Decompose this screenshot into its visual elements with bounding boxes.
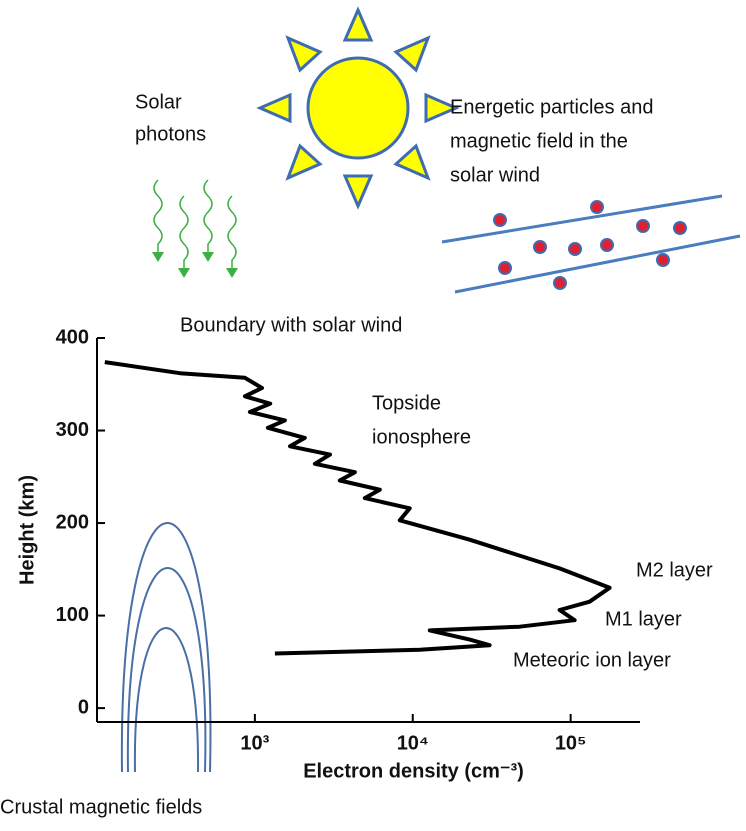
y-tick-label: 400 (56, 326, 89, 348)
photon-arrows (153, 179, 237, 268)
photon-arrowheads (152, 252, 238, 278)
solar-wind-lines (441, 194, 741, 294)
annotation: Meteoric ion layer (513, 649, 671, 671)
x-axis-label: Electron density (cm⁻³) (303, 760, 524, 782)
x-tick-label: 10⁵ (555, 732, 587, 754)
label: Solar (135, 91, 182, 113)
y-tick-label: 300 (56, 419, 89, 441)
label: magnetic field in the (450, 130, 628, 152)
annotation: M1 layer (605, 608, 682, 630)
annotation: Topside (372, 392, 441, 414)
annotation: M2 layer (636, 559, 713, 581)
x-tick-label: 10³ (240, 732, 269, 754)
density-profile (104, 360, 612, 656)
sun (256, 6, 460, 210)
particles (493, 200, 687, 290)
y-tick-label: 200 (56, 511, 89, 533)
annotation: Boundary with solar wind (180, 314, 402, 336)
crustal-field-lines (120, 522, 212, 773)
y-axis-label: Height (km) (16, 475, 38, 585)
y-tick-label: 0 (78, 696, 89, 718)
x-tick-label: 10⁴ (397, 732, 429, 754)
label: Crustal magnetic fields (0, 796, 202, 818)
annotation: ionosphere (372, 426, 471, 448)
chart: 0 100 200 300 400 10³ 10⁴ 10⁵ Electron density (… (16, 314, 713, 782)
label: Energetic particles and (450, 96, 653, 118)
y-tick-label: 100 (56, 604, 89, 626)
label: solar wind (450, 164, 540, 186)
label: photons (135, 123, 206, 145)
